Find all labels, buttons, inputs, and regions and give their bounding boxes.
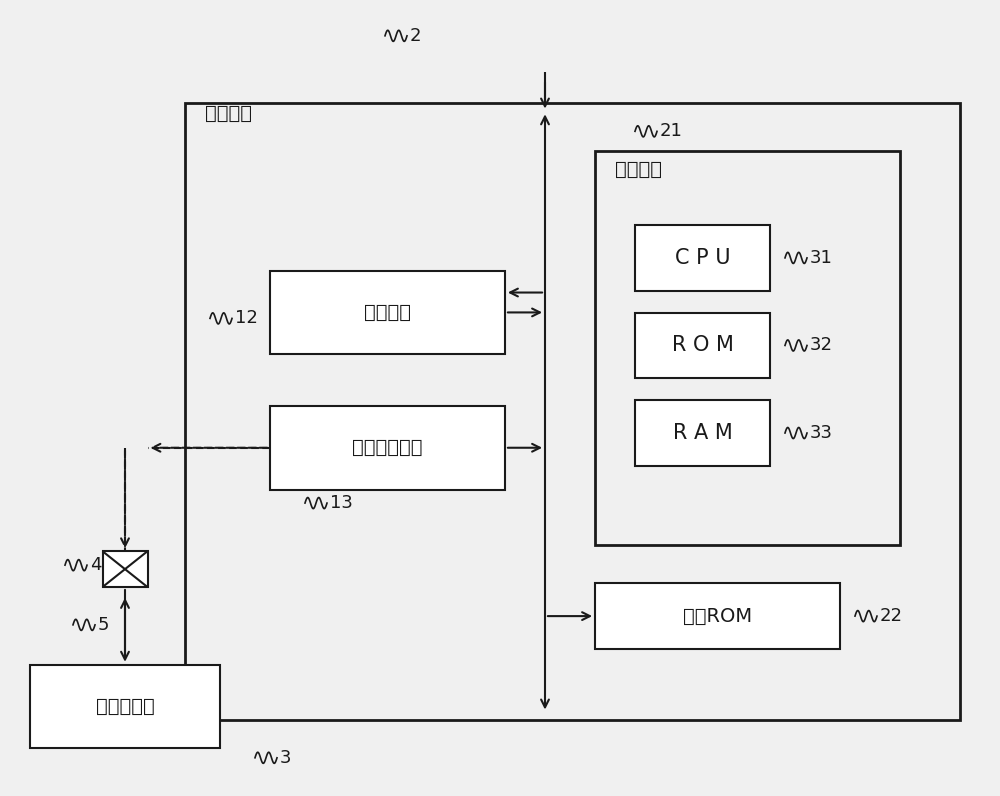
Bar	[635, 225, 770, 291]
Text: 4: 4	[90, 556, 102, 574]
Bar	[103, 552, 148, 587]
Text: 5: 5	[98, 616, 110, 634]
Bar	[635, 313, 770, 378]
Text: 触摸面板: 触摸面板	[364, 303, 411, 322]
Text: 21: 21	[660, 123, 683, 140]
Text: 带印刷装置: 带印刷装置	[96, 697, 154, 716]
Text: 3: 3	[280, 749, 292, 767]
Bar	[595, 583, 840, 649]
Text: 控制单元: 控制单元	[615, 160, 662, 179]
Bar	[30, 665, 220, 748]
Text: C P U: C P U	[675, 248, 730, 268]
Text: 闪速ROM: 闪速ROM	[683, 607, 752, 626]
Text: 13: 13	[330, 494, 353, 512]
Text: 22: 22	[880, 607, 903, 625]
Text: R A M: R A M	[673, 423, 732, 443]
Text: 12: 12	[235, 310, 258, 327]
Text: 33: 33	[810, 424, 833, 442]
Bar	[595, 151, 900, 545]
Text: 32: 32	[810, 337, 833, 354]
Text: R O M: R O M	[672, 335, 733, 356]
Bar	[635, 400, 770, 466]
Text: 便携终端: 便携终端	[205, 104, 252, 123]
Text: 31: 31	[810, 249, 833, 267]
Text: 无线通信装置: 无线通信装置	[352, 439, 423, 457]
Bar	[270, 271, 505, 354]
Text: 2: 2	[410, 27, 422, 45]
Bar	[270, 406, 505, 490]
Bar	[185, 103, 960, 720]
